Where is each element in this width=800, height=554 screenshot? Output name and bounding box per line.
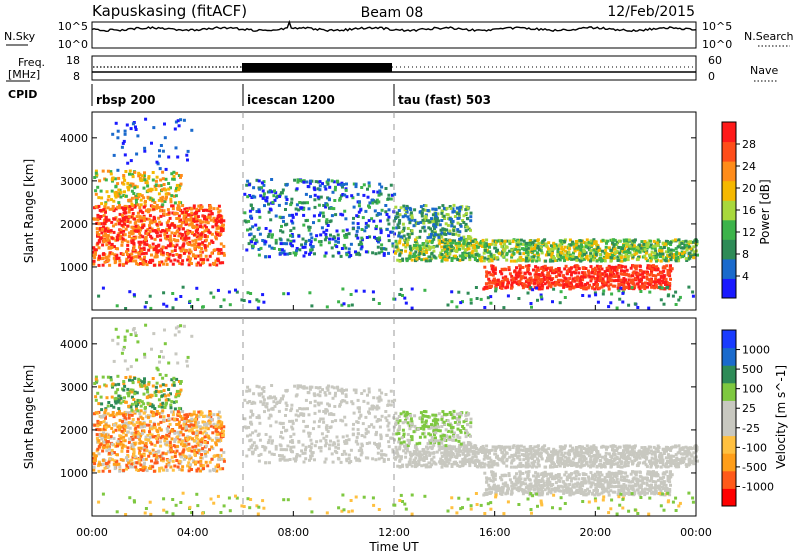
nsky-line [91,19,697,33]
colorbar-tick-label: -1000 [742,480,774,493]
power-cbar-label: Power [dB] [758,179,772,244]
velocity-ylabel: Slant Range [km] [22,365,36,469]
nave-label: Nave [750,64,778,77]
nave-tick-low: 0 [708,70,715,83]
nsky-tick-low: 10^0 [58,38,88,51]
nsearch-label: N.Search [744,30,794,43]
freq-tick-low: 8 [73,70,80,83]
y-tick-label: 2000 [60,424,88,437]
y-tick-label: 1000 [60,467,88,480]
colorbar-tick-label: 100 [742,383,763,396]
cpid-segment-label: rbsp 200 [96,93,155,107]
colorbar-tick-label: -100 [742,441,767,454]
cpid-segment-label: tau (fast) 503 [398,93,491,107]
x-tick-label: 20:00 [579,526,611,539]
velocity-cbar-label: Velocity [m s^-1] [774,365,788,469]
nsky-tick-high: 10^5 [58,20,88,33]
x-tick-label: 08:00 [277,526,309,539]
time-xlabel: Time UT [368,540,419,554]
cpid-strip: CPID rbsp 200 icescan 1200 tau (fast) 503 [8,84,491,107]
x-tick-label: 00:00 [76,526,108,539]
nave-icescan-block [242,63,392,72]
y-tick-label: 3000 [60,175,88,188]
power-panel: 1000 2000 3000 4000 Slant Range [km] [22,111,699,311]
station-title: Kapuskasing (fitACF) [92,2,247,20]
date-title: 12/Feb/2015 [607,4,695,20]
cpid-segment-label: icescan 1200 [247,93,335,107]
y-tick-label: 1000 [60,261,88,274]
nsearch-tick-low: 10^0 [702,38,732,51]
colorbar-tick-label: 12 [742,226,756,239]
colorbar-tick-label: 500 [742,363,763,376]
velocity-yticks: 1000 2000 3000 4000 [60,338,696,480]
power-cells [92,117,699,310]
power-ylabel: Slant Range [km] [22,159,36,263]
colorbar-tick-label: 16 [742,204,756,217]
colorbar-tick-label: 8 [742,248,749,261]
y-tick-label: 4000 [60,338,88,351]
velocity-colorbar: -1000 -500 -100 -25 25 100 500 1000 [721,329,774,507]
cpid-label: CPID [8,88,37,101]
colorbar-tick-label: 20 [742,182,756,195]
velocity-cells [92,323,699,516]
freq-panel: Freq. [MHz] 18 8 60 0 Nave [6,54,778,83]
mode-boundaries [242,112,395,516]
power-colorbar: 4 8 12 16 20 24 28 [721,121,756,299]
colorbar-tick-label: -25 [742,422,760,435]
freq-label-1: Freq. [18,56,45,69]
x-tick-label: 12:00 [378,526,410,539]
power-yticks: 1000 2000 3000 4000 [60,132,696,274]
nsky-label: N.Sky [4,30,36,43]
nave-tick-high: 60 [708,54,722,67]
beam-title: Beam 08 [361,5,424,21]
y-tick-label: 3000 [60,381,88,394]
colorbar-tick-label: 25 [742,402,756,415]
x-tick-label: 04:00 [177,526,209,539]
time-xticks: 00:00 04:00 08:00 12:00 16:00 20:00 00:00 [76,305,712,539]
colorbar-tick-label: -500 [742,461,767,474]
freq-tick-high: 18 [66,54,80,67]
nsearch-tick-high: 10^5 [702,20,732,33]
colorbar-tick-label: 28 [742,138,756,151]
noise-panel: N.Sky 10^5 10^0 10^5 10^0 N.Search [4,19,794,51]
x-tick-label: 16:00 [479,526,511,539]
y-tick-label: 4000 [60,132,88,145]
x-tick-label: 00:00 [680,526,712,539]
colorbar-tick-label: 4 [742,270,749,283]
colorbar-tick-label: 24 [742,160,756,173]
freq-label-2: [MHz] [8,68,40,81]
y-tick-label: 2000 [60,218,88,231]
colorbar-tick-label: 1000 [742,344,770,357]
